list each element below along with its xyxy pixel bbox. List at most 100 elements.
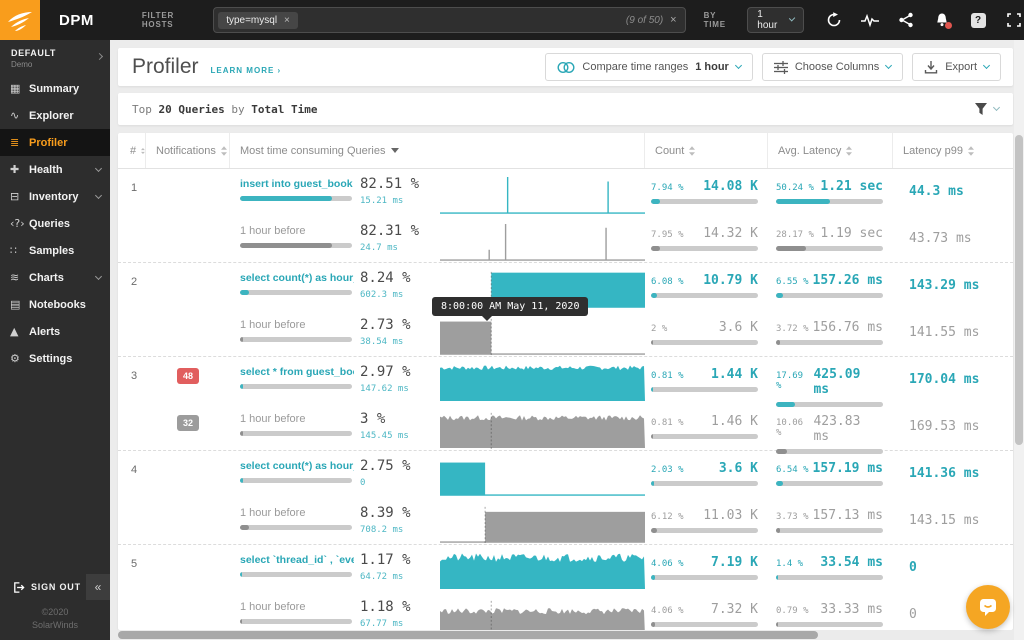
count-percent: 7.94 % <box>651 183 684 193</box>
total-percent: 82.51 % <box>360 176 420 192</box>
total-percent: 2.97 % <box>360 364 411 380</box>
fullscreen-icon[interactable] <box>1004 10 1024 30</box>
total-percent: 2.75 % <box>360 458 411 474</box>
sidebar-item[interactable]: ∿ Explorer <box>0 102 110 129</box>
solarwinds-logo[interactable] <box>0 0 40 40</box>
query-link[interactable]: select count(*) as hour_… <box>240 460 354 472</box>
latency-sparkline[interactable] <box>440 364 645 402</box>
sidebar-item[interactable]: ≣ Profiler <box>0 129 110 156</box>
compare-time-ranges-button[interactable]: Compare time ranges 1 hour <box>545 53 753 81</box>
environment-selector[interactable]: DEFAULT Demo <box>0 40 110 75</box>
page-header: Profiler LEARN MORE › Compare time range… <box>118 48 1013 86</box>
chevron-down-icon <box>734 61 742 70</box>
latency-bar <box>776 402 883 407</box>
sort-icon <box>220 145 227 156</box>
v-scrollbar <box>1014 40 1024 640</box>
count-percent: 0.81 % <box>651 371 684 381</box>
count-percent: 0.81 % <box>651 418 684 428</box>
count-bar <box>651 387 758 392</box>
help-icon[interactable]: ? <box>968 10 988 30</box>
filter-funnel-button[interactable] <box>974 102 1001 116</box>
sidebar-item[interactable]: ▦ Summary <box>0 75 110 102</box>
sidebar-item[interactable]: ≋ Charts <box>0 264 110 291</box>
page-title: Profiler <box>132 55 199 78</box>
query-link[interactable]: select `thread_id` , `even… <box>240 554 354 566</box>
sidebar-item[interactable]: ▤ Notebooks <box>0 291 110 318</box>
sidebar-item[interactable]: ▲ Alerts <box>0 318 110 345</box>
filter-tag[interactable]: type=mysql × <box>218 11 298 29</box>
export-button[interactable]: Export <box>912 53 1001 81</box>
query-total-bar <box>240 525 352 530</box>
notification-badge[interactable]: 32 <box>176 415 199 431</box>
latency-sparkline[interactable] <box>440 317 645 355</box>
sidebar-item-label: Health <box>29 163 63 176</box>
col-count[interactable]: Count <box>645 133 768 168</box>
latency-percent: 6.54 % <box>776 465 809 475</box>
activity-icon[interactable] <box>860 10 880 30</box>
count-value: 1.44 K <box>711 367 758 382</box>
count-value: 14.32 K <box>703 226 758 241</box>
query-link[interactable]: select * from guest_boo… <box>240 366 354 378</box>
total-sub-value: 67.77 ms <box>360 619 404 629</box>
latency-sparkline[interactable] <box>440 458 645 496</box>
funnel-icon <box>975 103 987 115</box>
sidebar-item[interactable]: ⊟ Inventory <box>0 183 110 210</box>
refresh-icon[interactable] <box>824 10 844 30</box>
sidebar-item-label: Inventory <box>29 190 79 203</box>
query-link[interactable]: select count(*) as hour_… <box>240 272 354 284</box>
collapse-sidebar-button[interactable]: « <box>86 574 110 600</box>
count-bar <box>651 434 758 439</box>
latency-sparkline[interactable] <box>440 411 645 449</box>
sidebar-item[interactable]: ⚙ Settings <box>0 345 110 372</box>
choose-columns-button[interactable]: Choose Columns <box>761 53 904 81</box>
latency-sparkline[interactable] <box>440 176 645 214</box>
host-filter-input[interactable]: type=mysql × (9 of 50) × <box>213 7 686 33</box>
topbar: DPM FILTER HOSTS type=mysql × (9 of 50) … <box>0 0 1024 40</box>
sidebar-item[interactable]: ✚ Health <box>0 156 110 183</box>
count-value: 14.08 K <box>703 179 758 194</box>
chat-button[interactable] <box>966 585 1010 629</box>
count-percent: 6.08 % <box>651 277 684 287</box>
share-icon[interactable] <box>896 10 916 30</box>
filter-clear-icon[interactable]: × <box>670 14 677 26</box>
latency-sparkline[interactable] <box>440 505 645 543</box>
h-scrollbar-thumb[interactable] <box>118 631 818 639</box>
latency-sparkline[interactable] <box>440 223 645 261</box>
query-total-bar <box>240 243 352 248</box>
solarwinds-swoosh-icon <box>8 12 32 31</box>
latency-percent: 1.4 % <box>776 559 804 569</box>
sidebar-item-label: Samples <box>29 244 75 257</box>
sign-out-button[interactable]: SIGN OUT <box>12 581 81 594</box>
col-avg-latency[interactable]: Avg. Latency <box>768 133 893 168</box>
chart-tooltip: 8:00:00 AM May 11, 2020 <box>432 297 589 321</box>
p99-value: 169.53 ms <box>909 419 980 434</box>
notification-badge[interactable]: 48 <box>176 368 199 384</box>
notifications-bell-icon[interactable] <box>932 10 953 30</box>
app-title: DPM <box>59 11 94 29</box>
sort-icon <box>967 145 974 156</box>
query-link[interactable]: insert into guest_book (… <box>240 178 354 190</box>
latency-value: 423.83 ms <box>813 414 861 444</box>
col-notifications[interactable]: Notifications <box>146 133 230 168</box>
col-rank[interactable]: # <box>118 133 146 168</box>
filter-tag-close-icon[interactable]: × <box>284 14 290 26</box>
columns-icon <box>773 60 788 74</box>
latency-bar <box>776 340 883 345</box>
query-row-current: 4 select count(*) as hour_… 2.75 % 0 2 <box>118 451 1013 498</box>
latency-value: 157.26 ms <box>812 273 883 288</box>
latency-sparkline[interactable] <box>440 552 645 590</box>
prev-label: 1 hour before <box>240 225 306 237</box>
col-latency-p99[interactable]: Latency p99 <box>893 133 1013 168</box>
latency-sparkline[interactable] <box>440 599 645 630</box>
sidebar-item[interactable]: ∷ Samples <box>0 237 110 264</box>
col-queries[interactable]: Most time consuming Queries <box>230 133 645 168</box>
settings-icon: ⚙ <box>10 352 20 365</box>
chevron-down-icon <box>982 61 991 70</box>
p99-value: 0 <box>909 607 917 622</box>
v-scrollbar-thumb[interactable] <box>1015 135 1023 445</box>
sidebar-item[interactable]: ‹?› Queries <box>0 210 110 237</box>
time-range-dropdown[interactable]: 1 hour <box>747 7 805 33</box>
learn-more-link[interactable]: LEARN MORE › <box>210 65 282 75</box>
samples-icon: ∷ <box>10 244 17 257</box>
total-sub-value: 15.21 ms <box>360 196 404 206</box>
